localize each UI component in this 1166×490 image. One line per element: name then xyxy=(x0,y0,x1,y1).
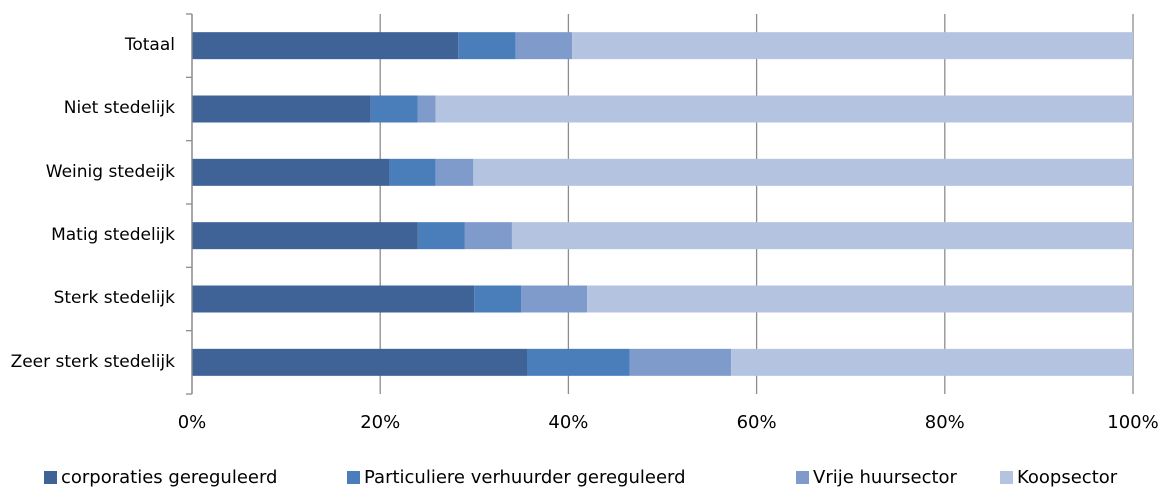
bar-segment xyxy=(458,32,516,60)
y-tick-label: Zeer sterk stedelijk xyxy=(10,351,175,372)
bar-segment xyxy=(572,32,1133,60)
bar-segment xyxy=(526,348,630,376)
y-tick-label: Niet stedelijk xyxy=(63,98,175,119)
bar-segment xyxy=(192,348,527,376)
legend-label: Koopsector xyxy=(1017,467,1118,488)
x-tick-label: 40% xyxy=(548,412,588,433)
bar-segment xyxy=(192,32,459,60)
y-tick-label: Totaal xyxy=(124,35,175,56)
legend-swatch xyxy=(796,471,809,484)
bar-segment xyxy=(192,222,418,250)
y-tick-label: Matig stedelijk xyxy=(51,225,175,246)
bar-segment xyxy=(474,285,522,313)
legend-item: Vrije huursector xyxy=(796,467,957,488)
bar-segment xyxy=(192,95,371,123)
legend-label: corporaties gereguleerd xyxy=(61,467,278,488)
bar-segment xyxy=(417,222,465,250)
bar-segment xyxy=(515,32,573,60)
legend-item: Koopsector xyxy=(1000,467,1117,488)
legend-item: corporaties gereguleerd xyxy=(44,467,277,488)
y-tick-label: Weinig stedeijk xyxy=(45,161,175,182)
bar-segment xyxy=(629,348,732,376)
bar-segment xyxy=(435,158,474,186)
x-tick-label: 60% xyxy=(737,412,777,433)
bar-segment xyxy=(587,285,1133,313)
bar-segment xyxy=(521,285,588,313)
x-tick-label: 0% xyxy=(178,412,207,433)
x-tick-label: 100% xyxy=(1107,412,1158,433)
legend-swatch xyxy=(44,471,57,484)
bar-segment xyxy=(473,158,1133,186)
bar-segment xyxy=(417,95,436,123)
legend-label: Vrije huursector xyxy=(813,467,957,488)
x-tick-label: 20% xyxy=(360,412,400,433)
y-tick-label: Sterk stedelijk xyxy=(53,288,175,309)
legend-item: Particuliere verhuurder gereguleerd xyxy=(347,467,686,488)
bar-segment xyxy=(370,95,418,123)
bar-segment xyxy=(511,222,1133,250)
bar-segment xyxy=(731,348,1133,376)
legend-label: Particuliere verhuurder gereguleerd xyxy=(364,467,686,488)
bar-segment xyxy=(192,285,475,313)
bar-segment xyxy=(464,222,512,250)
legend-swatch xyxy=(1000,471,1013,484)
legend-swatch xyxy=(347,471,360,484)
x-tick-label: 80% xyxy=(925,412,965,433)
bar-segment xyxy=(435,95,1133,123)
bar-segment xyxy=(389,158,436,186)
bar-segment xyxy=(192,158,390,186)
